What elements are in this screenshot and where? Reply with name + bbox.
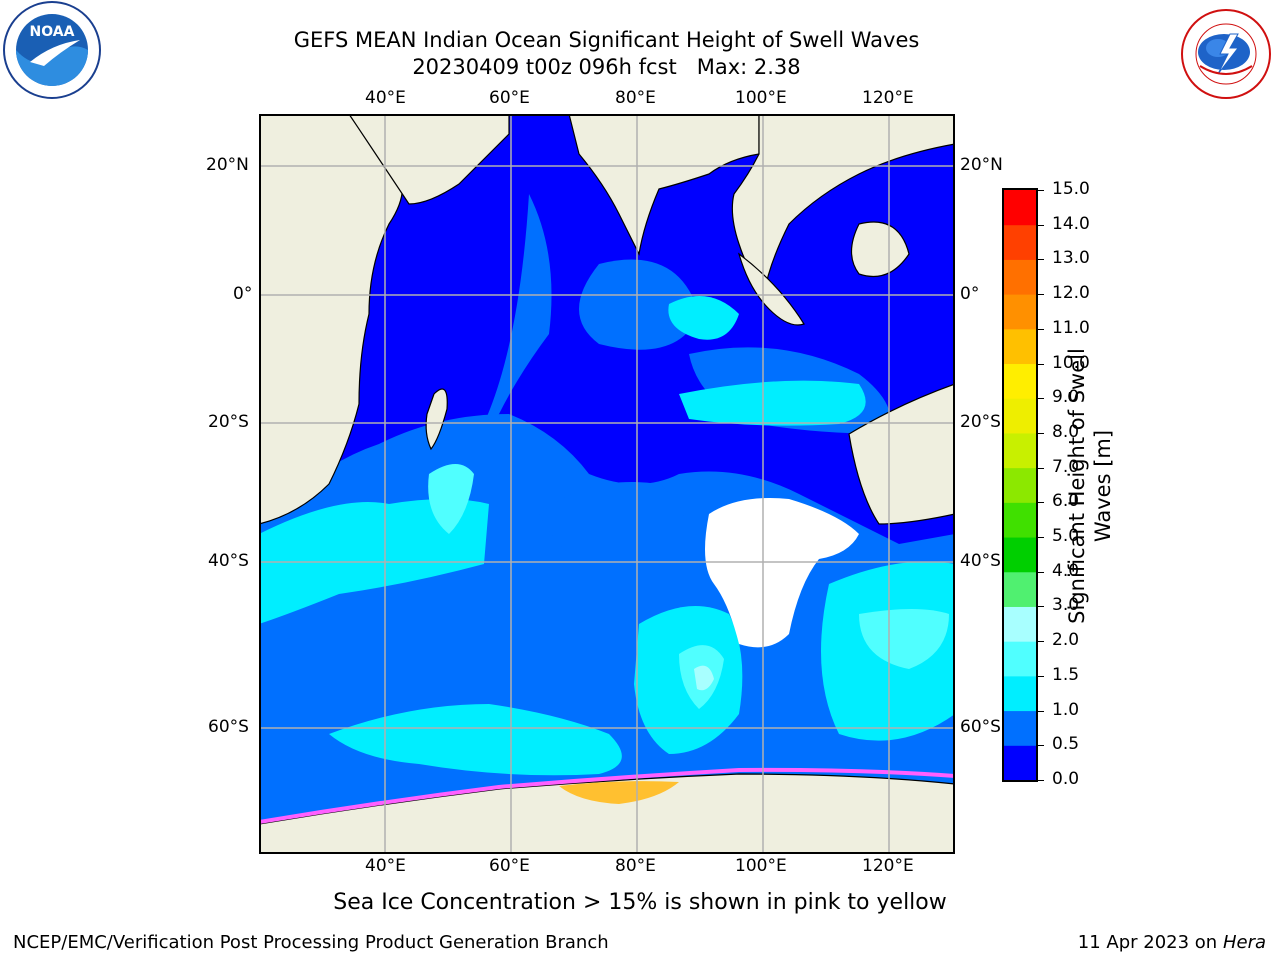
colorbar-swatch <box>1004 294 1036 330</box>
colorbar-tick-label: 14.0 <box>1052 213 1090 234</box>
nws-logo <box>1181 9 1271 99</box>
colorbar-tick-mark <box>1038 675 1044 677</box>
footer-date: 11 Apr 2023 on <box>1077 932 1223 953</box>
colorbar-tick-mark <box>1038 294 1044 296</box>
colorbar-tick-label: 9.0 <box>1052 387 1080 408</box>
colorbar-tick-labels: 0.0 0.5 1.0 1.5 2.0 3.0 4.0 5.0 6.0 7.0 8.0 9.0 10.0… <box>1038 0 1124 960</box>
colorbar-swatch <box>1004 606 1036 642</box>
colorbar-tick-mark <box>1038 502 1044 504</box>
land-india <box>568 114 760 256</box>
lat-tick-left-20s: 20°S <box>208 412 249 432</box>
colorbar-tick-label: 3.0 <box>1052 595 1080 616</box>
lat-tick-right-20n: 20°N <box>960 155 1003 175</box>
colorbar-tick-label: 1.0 <box>1052 699 1080 720</box>
lon-tick-bottom-60e: 60°E <box>489 856 530 876</box>
colorbar-tick-label: 12.0 <box>1052 283 1090 304</box>
colorbar-tick-mark <box>1038 190 1044 191</box>
colorbar-tick-mark <box>1038 398 1044 400</box>
colorbar-swatch <box>1004 745 1036 781</box>
colorbar-tick-label: 7.0 <box>1052 456 1080 477</box>
chart-title: GEFS MEAN Indian Ocean Significant Heigh… <box>293 28 920 52</box>
colorbar-title: Significant Height of Swell Waves [m] <box>1064 336 1124 636</box>
footer-right: 11 Apr 2023 on Hera <box>1078 932 1266 953</box>
lat-tick-right-60s: 60°S <box>960 717 1001 737</box>
lon-tick-top-80e: 80°E <box>615 88 656 108</box>
colorbar-swatch <box>1004 432 1036 469</box>
colorbar-tick-label: 2.0 <box>1052 630 1080 651</box>
colorbar-swatch <box>1004 502 1036 538</box>
colorbar-frame <box>1002 188 1038 782</box>
lon-tick-bottom-100e: 100°E <box>735 856 787 876</box>
noaa-logo-text: NOAA <box>30 24 75 40</box>
colorbar-tick-mark <box>1038 328 1044 330</box>
colorbar-tick-label: 0.5 <box>1052 734 1080 755</box>
colorbar-swatch <box>1004 224 1036 260</box>
lon-tick-top-40e: 40°E <box>365 88 406 108</box>
lon-tick-bottom-80e: 80°E <box>615 856 656 876</box>
colorbar-tick-mark <box>1038 467 1044 469</box>
colorbar-swatch <box>1004 328 1036 365</box>
colorbar-swatch <box>1004 363 1036 399</box>
colorbar-tick-label: 8.0 <box>1052 421 1080 442</box>
colorbar-swatch <box>1004 710 1036 746</box>
land-madagascar <box>425 388 448 451</box>
map-frame <box>259 114 955 854</box>
lat-tick-left-20n: 20°N <box>206 155 249 175</box>
lat-tick-left-40s: 40°S <box>208 551 249 571</box>
colorbar-tick-label: 4.0 <box>1052 560 1080 581</box>
colorbar-tick-mark <box>1038 745 1044 747</box>
colorbar-swatch <box>1004 675 1036 712</box>
colorbar-tick-mark <box>1038 606 1044 608</box>
colorbar-title-line2: Waves [m] <box>1091 429 1115 543</box>
land-arabia <box>348 114 510 205</box>
lat-tick-right-20s: 20°S <box>960 412 1001 432</box>
colorbar-swatch <box>1004 571 1036 607</box>
colorbar-tick-label: 10.0 <box>1052 352 1090 373</box>
colorbar-tick-mark <box>1038 537 1044 539</box>
footer-host: Hera <box>1222 932 1266 953</box>
colorbar-swatch <box>1004 537 1036 573</box>
colorbar-title-line1: Significant Height of Swell <box>1065 348 1089 624</box>
colorbar-tick-label: 6.0 <box>1052 491 1080 512</box>
lat-tick-right-40s: 40°S <box>960 551 1001 571</box>
colorbar-tick-label: 1.5 <box>1052 664 1080 685</box>
lon-tick-top-60e: 60°E <box>489 88 530 108</box>
lon-tick-bottom-120e: 120°E <box>862 856 914 876</box>
colorbar-swatch <box>1004 398 1036 434</box>
chart-subtitle: 20230409 t00z 096h fcst Max: 2.38 <box>412 55 801 79</box>
map-panel <box>259 114 955 854</box>
lat-tick-right-0: 0° <box>960 284 980 304</box>
colorbar-tick-mark <box>1038 432 1044 434</box>
land-australia <box>848 383 955 525</box>
colorbar-tick-label: 13.0 <box>1052 248 1090 269</box>
lon-tick-top-120e: 120°E <box>862 88 914 108</box>
max-white-region <box>705 498 859 648</box>
lat-tick-left-60s: 60°S <box>208 717 249 737</box>
sea-ice-caption: Sea Ice Concentration > 15% is shown in … <box>333 890 947 915</box>
colorbar-tick-mark <box>1038 780 1044 781</box>
colorbar-tick-mark <box>1038 710 1044 712</box>
colorbar-tick-label: 11.0 <box>1052 317 1090 338</box>
noaa-logo: NOAA <box>3 1 101 99</box>
lon-tick-top-100e: 100°E <box>735 88 787 108</box>
colorbar-tick-label: 0.0 <box>1052 769 1080 789</box>
colorbar <box>1002 188 1038 782</box>
colorbar-tick-mark <box>1038 641 1044 643</box>
colorbar-tick-label: 5.0 <box>1052 526 1080 547</box>
lon-tick-bottom-40e: 40°E <box>365 856 406 876</box>
colorbar-swatch <box>1004 259 1036 295</box>
sea-ice-edge <box>259 767 955 824</box>
colorbar-tick-mark <box>1038 363 1044 365</box>
map-grid <box>259 114 955 854</box>
colorbar-tick-label: 15.0 <box>1052 179 1090 199</box>
colorbar-swatch <box>1004 190 1036 226</box>
colorbar-tick-mark <box>1038 259 1044 261</box>
colorbar-swatch <box>1004 641 1036 677</box>
lat-tick-left-0: 0° <box>233 284 253 304</box>
colorbar-tick-mark <box>1038 571 1044 573</box>
footer-left: NCEP/EMC/Verification Post Processing Pr… <box>13 932 609 953</box>
colorbar-swatch <box>1004 467 1036 503</box>
colorbar-tick-mark <box>1038 224 1044 226</box>
